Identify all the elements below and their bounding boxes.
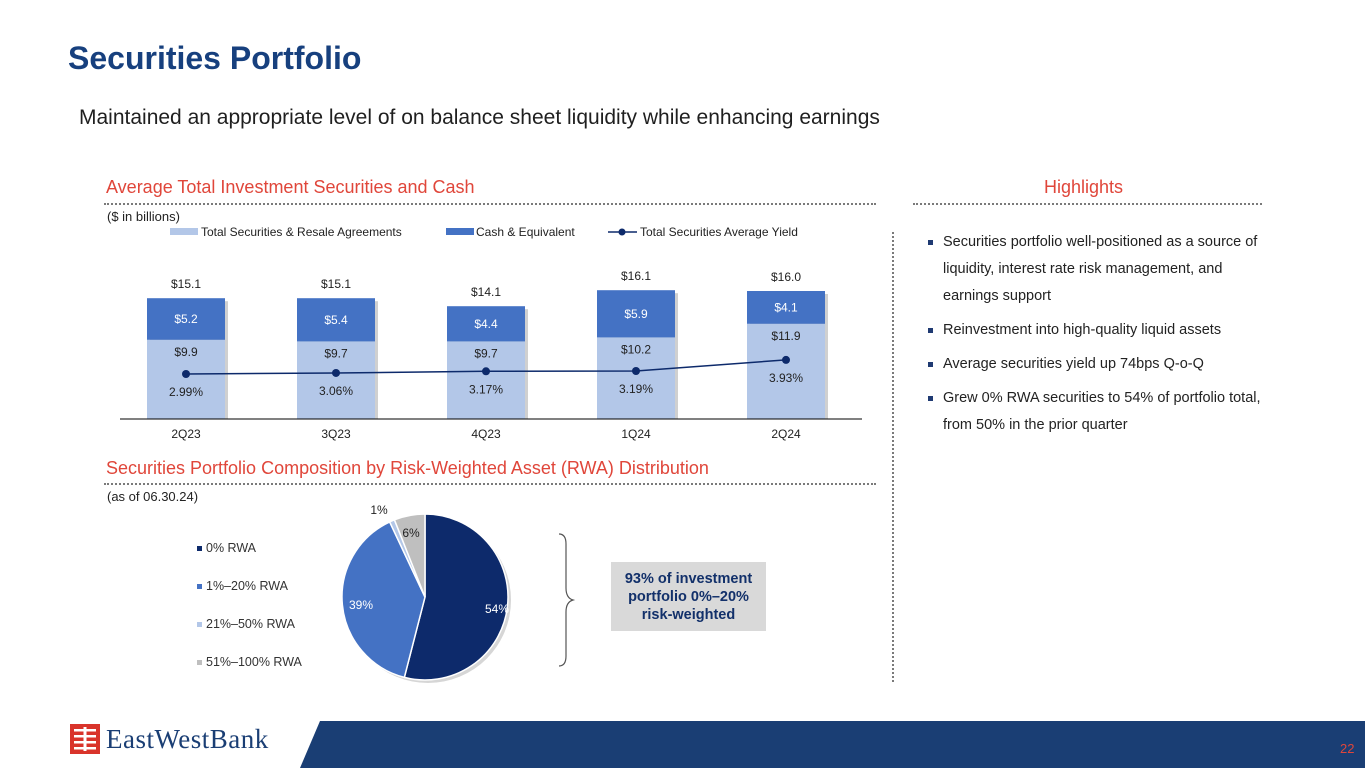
bar-total-label: $15.1 [171, 277, 201, 291]
bar-securities-label: $9.7 [474, 346, 498, 360]
bar-securities-label: $11.9 [771, 329, 800, 343]
pie-value-label: 54% [485, 602, 509, 616]
logo-text: EastWestBank [106, 723, 269, 754]
highlights-list: Securities portfolio well-positioned as … [928, 229, 1273, 446]
bullet-icon [928, 328, 933, 333]
bar-securities [747, 323, 825, 419]
yield-label: 3.17% [469, 382, 503, 396]
highlights-heading: Highlights [1044, 177, 1124, 197]
pie-value-label: 39% [349, 598, 373, 612]
bar-cash [447, 306, 525, 342]
bar-securities [297, 341, 375, 419]
bullet-icon [928, 396, 933, 401]
bar-section-heading: Average Total Investment Securities and … [106, 177, 475, 197]
legend-swatch [197, 584, 202, 590]
highlight-item: Average securities yield up 74bps Q-o-Q [928, 351, 1273, 378]
pie-value-label: 6% [402, 526, 420, 540]
pie-slice [341, 520, 426, 679]
highlight-item: Grew 0% RWA securities to 54% of portfol… [928, 385, 1273, 439]
legend-swatch [197, 622, 202, 628]
bank-logo-icon [70, 724, 100, 754]
yield-point [182, 370, 190, 378]
highlight-item: Reinvestment into high-quality liquid as… [928, 317, 1273, 344]
pie-chart: 54% 39% 1% 6% [341, 503, 511, 683]
bar-cash-label: $4.1 [774, 300, 798, 314]
as-of-note: (as of 06.30.24) [107, 489, 199, 504]
pie-section-heading: Securities Portfolio Composition by Risk… [106, 458, 709, 478]
bar-chart: Total Securities & Resale Agreements Cas… [120, 225, 862, 441]
pie-slice [393, 513, 426, 598]
yield-point [782, 355, 790, 364]
bar-cash-label: $5.9 [624, 307, 648, 321]
yield-point [332, 368, 340, 377]
bar-securities [447, 341, 525, 419]
legend-swatch-securities [170, 228, 198, 235]
bullet-icon [928, 362, 933, 367]
pie-section-divider [104, 483, 876, 485]
x-tick-label: 3Q23 [321, 427, 351, 441]
pie-value-label: 1% [370, 503, 388, 517]
bar-cash-label: $5.4 [324, 313, 348, 327]
bar-cash-label: $5.2 [174, 312, 198, 326]
x-tick-label: 1Q24 [621, 427, 651, 441]
page-title: Securities Portfolio [68, 40, 362, 76]
pie-legend-item: 1%–20% RWA [197, 579, 288, 593]
bar-securities-label: $10.2 [621, 342, 651, 356]
x-tick-label: 4Q23 [471, 427, 501, 441]
pie-legend-item: 0% RWA [197, 541, 256, 555]
pie-slice [403, 513, 509, 681]
yield-label: 3.19% [619, 382, 653, 396]
logo: EastWestBank [70, 724, 269, 754]
legend-swatch-cash [446, 228, 474, 235]
page-number: 22 [1340, 741, 1355, 756]
units-note: ($ in billions) [107, 209, 180, 224]
highlights-divider [913, 203, 1262, 205]
page-subtitle: Maintained an appropriate level of on ba… [79, 106, 880, 129]
legend-label-cash: Cash & Equivalent [476, 225, 575, 239]
bar-section-divider [104, 203, 876, 205]
bar-securities-label: $9.9 [174, 345, 198, 359]
legend-swatch [197, 546, 202, 552]
pie-legend-item: 21%–50% RWA [197, 617, 295, 631]
bar-cash [597, 290, 675, 338]
bar-total-label: $14.1 [471, 285, 501, 299]
bar-cash [147, 298, 225, 340]
bar-total-label: $15.1 [321, 277, 351, 291]
yield-point [632, 367, 640, 375]
pie-legend-item: 51%–100% RWA [197, 655, 302, 669]
yield-point [482, 367, 490, 376]
legend-label-securities: Total Securities & Resale Agreements [201, 225, 402, 239]
bar-securities [597, 337, 675, 419]
bullet-icon [928, 240, 933, 245]
bar-total-label: $16.1 [621, 269, 651, 283]
x-tick-label: 2Q24 [771, 427, 801, 441]
yield-label: 3.06% [319, 384, 353, 398]
callout-box: 93% of investment portfolio 0%–20% risk-… [611, 562, 766, 631]
yield-label: 3.93% [769, 371, 803, 385]
legend-marker-yield [618, 228, 626, 236]
bar-cash-label: $4.4 [474, 317, 498, 331]
bar-total-label: $16.0 [771, 270, 801, 284]
bar-cash [747, 291, 825, 324]
x-tick-label: 2Q23 [171, 427, 201, 441]
legend-swatch [197, 660, 202, 666]
bar-securities [147, 339, 225, 419]
vertical-divider [892, 232, 894, 682]
bar-cash [297, 298, 375, 342]
highlight-item: Securities portfolio well-positioned as … [928, 229, 1273, 310]
bar-securities-label: $9.7 [324, 346, 348, 360]
legend-label-yield: Total Securities Average Yield [640, 225, 798, 239]
yield-label: 2.99% [169, 385, 203, 399]
footer-bar [300, 721, 1365, 768]
brace-icon [558, 533, 576, 667]
